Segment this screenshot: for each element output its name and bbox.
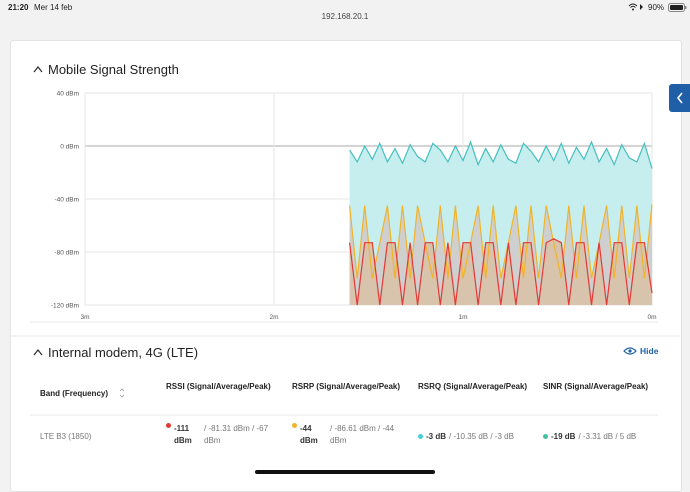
collapse-chevron[interactable] [33,348,43,356]
status-icons [628,3,643,11]
status-time: 21:20 [8,3,29,12]
battery-icon [668,3,687,12]
signal-value: -44 dBm [300,424,318,445]
y-tick-label: -80 dBm [54,250,79,257]
chart-title: Mobile Signal Strength [48,62,179,77]
x-tick-label: 3m [80,314,89,321]
side-tab[interactable] [669,84,690,112]
average-peak: / -3.31 dB / 5 dB [578,432,637,441]
x-tick-label: 0m [647,314,656,321]
section-title: Internal modem, 4G (LTE) [48,345,198,360]
status-battery: 90% [648,3,665,12]
column-header: RSRP (Signal/Average/Peak) [292,382,401,391]
status-dot [418,434,423,440]
signal-value: -3 dB [426,432,446,441]
y-tick-label: 40 dBm [57,91,79,98]
eye-pupil [628,349,632,353]
side-tab-bg[interactable] [669,84,690,112]
average-peak: / -86.61 dBm / -44 dBm [330,424,395,445]
y-tick-label: -40 dBm [54,197,79,204]
signal-value: -19 dB [551,432,576,441]
y-tick-label: 0 dBm [60,144,79,151]
hide-toggle[interactable]: Hide [623,346,659,356]
home-indicator [255,470,435,474]
band-cell: LTE B3 (1850) [40,432,92,441]
column-header: RSSI (Signal/Average/Peak) [166,382,271,391]
status-dot [292,423,297,428]
chart: Mobile Signal Strength Internal modem, 4… [10,62,690,474]
side-tab-chevron [676,92,683,104]
line [349,140,653,169]
value-cell: -111 dBm / -81.31 dBm / -67 dBm [166,423,281,447]
value-cell: -44 dBm / -86.61 dBm / -44 dBm [292,423,407,447]
status-url[interactable]: 192.168.20.1 [321,12,369,21]
collapse-chevron[interactable] [33,65,43,73]
y-tick-label: -120 dBm [51,303,79,310]
status-dot [543,434,548,440]
line [349,204,653,279]
status-dot [166,423,171,428]
x-tick-label: 1m [458,314,467,321]
average-peak: / -81.31 dBm / -67 dBm [204,424,269,445]
value-cell: -3 dB / -10.35 dB / -3 dB [418,431,538,443]
sort-icon[interactable] [119,388,125,398]
column-header[interactable]: Band (Frequency) [40,389,109,398]
column-header: SINR (Signal/Average/Peak) [543,382,649,391]
hide-label[interactable]: Hide [640,346,659,356]
area [349,238,652,305]
column-header: RSRQ (Signal/Average/Peak) [418,382,528,391]
signal-value: -111 dBm [174,424,192,445]
x-tick-label: 2m [269,314,278,321]
page: {"status_bar": {"time": "21:20", "date":… [8,3,690,492]
value-cell: -19 dB / -3.31 dB / 5 dB [543,431,663,443]
line [349,238,653,306]
average-peak: / -10.35 dB / -3 dB [449,432,514,441]
status-date: Mer 14 feb [34,3,73,12]
eye-icon [623,347,637,355]
